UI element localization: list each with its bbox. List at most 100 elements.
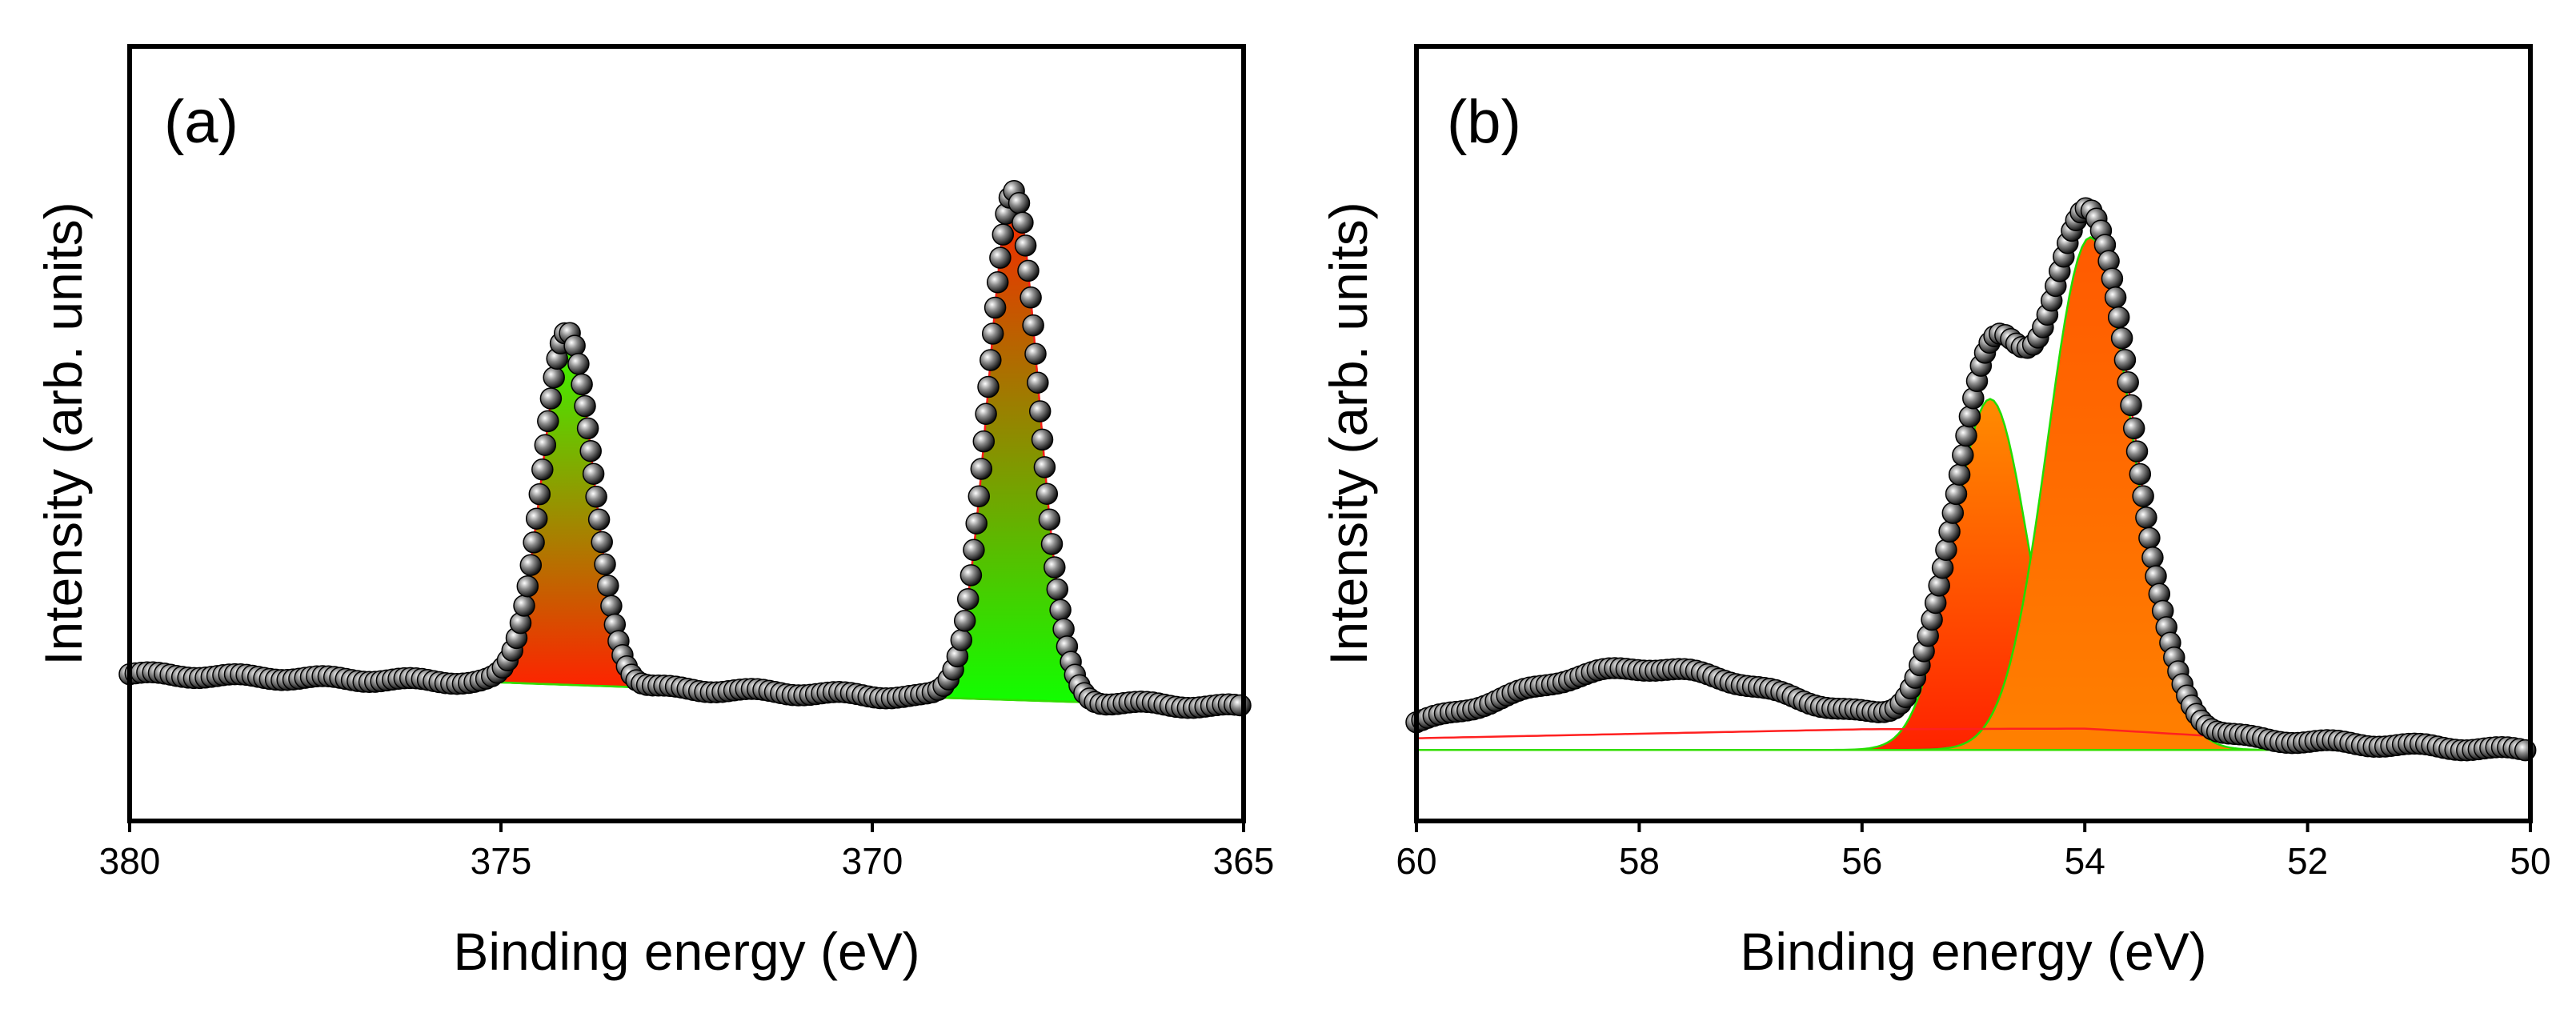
- panel-b-data-point: [1935, 539, 1957, 562]
- panel-a-data-point: [1008, 191, 1031, 214]
- panel-a-data-point: [956, 587, 980, 611]
- panel-a-data-point: [980, 349, 1002, 371]
- panel-b-x-tick-label: 52: [2287, 840, 2328, 882]
- panel-b-x-tick-label: 50: [2510, 840, 2550, 882]
- panel-a-line-layer: [129, 190, 1244, 709]
- panel-b-x-tick-label: 56: [1841, 840, 1882, 882]
- panel-a-data-point: [989, 246, 1012, 269]
- panel-a-data-point: [597, 575, 619, 597]
- panel-a-tick-layer: 380 375 370 365: [99, 821, 1275, 882]
- panel-b-x-axis-title: Binding energy (eV): [1740, 922, 2206, 981]
- panel-a-data-point: [1017, 259, 1040, 282]
- panel-a-data-point: [582, 462, 605, 485]
- panel-a-data-point: [591, 531, 613, 554]
- panel-a-data-point: [1024, 342, 1047, 365]
- panel-a-data-point: [1031, 428, 1054, 451]
- panel-b-data-point: [2120, 394, 2142, 417]
- panel-b-x-tick-label: 58: [1619, 840, 1660, 882]
- panel-a-data-point: [543, 366, 565, 389]
- panel-a-x-tick-label: 380: [99, 840, 161, 882]
- panel-a-data-point: [1229, 694, 1252, 717]
- panel-b-y-axis-title: Intensity (arb. units): [1319, 202, 1378, 666]
- panel-a-data-point: [534, 434, 557, 456]
- panel-b-data-point: [1931, 557, 1954, 579]
- panel-a-x-axis-title: Binding energy (eV): [453, 922, 919, 981]
- panel-b-data-point: [2141, 547, 2164, 569]
- panel-b-data-point: [1955, 424, 1977, 447]
- panel-a-data-point: [1038, 508, 1061, 531]
- panel-a-x-tick-label: 365: [1213, 840, 1275, 882]
- panel-a-x-tick-label: 370: [842, 840, 903, 882]
- panel-a-data-point: [970, 458, 993, 480]
- panel-a-data-point: [531, 458, 554, 481]
- panel-b-data-point: [2132, 485, 2154, 507]
- panel-b-data-point: [1958, 405, 1981, 428]
- panel-a-data-point: [1049, 599, 1072, 622]
- panel-a-data-point: [992, 223, 1015, 246]
- panel-a-data-point: [523, 531, 545, 554]
- panel-b-data-point: [2104, 286, 2127, 309]
- panel-a-y-axis-title: Intensity (arb. units): [34, 202, 93, 666]
- panel-b-tick-layer: 60 58 56 54 52 50: [1396, 821, 2551, 882]
- panel-b-data-point: [1945, 482, 1968, 506]
- panel-a-data-point: [519, 554, 543, 576]
- panel-a-data-point: [981, 322, 1004, 345]
- panel-a-x-tick-label: 375: [471, 840, 532, 882]
- panel-a-data-point: [571, 373, 593, 396]
- panel-a-data-point: [528, 482, 551, 506]
- panel-b-x-tick-label: 54: [2065, 840, 2105, 882]
- panel-b-x-tick-label: 60: [1396, 840, 1436, 882]
- panel-b-data-point: [2113, 349, 2137, 371]
- panel-a-component-peak-2: [900, 189, 1127, 705]
- panel-a-data-point: [1012, 211, 1034, 234]
- panel-a-frame: [127, 44, 1246, 823]
- panel-b-data-point: [1948, 463, 1971, 486]
- panel-a-data-point: [953, 610, 976, 632]
- panel-a-data-point: [574, 394, 596, 418]
- panel-b-data-point: [2145, 565, 2167, 587]
- panel-a-data-point: [525, 507, 548, 530]
- panel-b-data-point: [1938, 520, 1961, 543]
- panel-a-data-point: [1028, 400, 1052, 422]
- panel-b-data-point: [2122, 417, 2145, 440]
- panel-a-data-point: [563, 334, 586, 357]
- panel-a-data-point: [963, 539, 985, 562]
- panel-a-data-point: [585, 486, 607, 508]
- panel-a-data-point: [576, 417, 599, 440]
- panel-a-data-point: [975, 402, 997, 426]
- panel-a-data-point: [950, 629, 973, 651]
- panel-a-data-point: [1036, 482, 1059, 505]
- panel-a-data-point: [1020, 286, 1042, 309]
- panel-b-data-point: [2125, 440, 2149, 462]
- panel-a-component-peak-1: [454, 329, 681, 691]
- panel-a-data-point: [539, 387, 563, 410]
- panel-a-data-point: [587, 508, 611, 531]
- panel-a-marker-layer: [118, 179, 1252, 719]
- panel-a-data-point: [965, 512, 988, 535]
- panel-a-data-point: [1033, 456, 1056, 478]
- panel-a-data-point: [1046, 578, 1069, 601]
- panel-a-data-point: [513, 595, 535, 617]
- panel-a-data-point: [600, 595, 623, 618]
- panel-b-data-point: [1941, 502, 1965, 524]
- panel-b-data-point: [2107, 306, 2130, 329]
- panel-b-frame: [1414, 44, 2533, 823]
- panel-a-data-point: [594, 553, 616, 575]
- panel-b-data-point: [2101, 267, 2124, 290]
- panel-a-data-point: [1044, 556, 1066, 579]
- panel-a-label: (a): [164, 88, 238, 156]
- panel-b-label: (b): [1447, 88, 1521, 156]
- panel-a-data-point: [579, 439, 602, 462]
- panel-a-data-point: [1027, 371, 1049, 394]
- panel-a-data-point: [986, 271, 1009, 294]
- panel-a-data-point: [1040, 533, 1064, 555]
- panel-a-data-point: [1014, 234, 1037, 257]
- panel-a-data-point: [984, 296, 1007, 319]
- panel-b-marker-layer: [1405, 197, 2537, 762]
- panel-b-data-point: [2138, 527, 2161, 550]
- panel-a-data-point: [977, 375, 1000, 398]
- panel-a-data-point: [959, 564, 983, 587]
- panel-b-data-point: [1952, 444, 1974, 466]
- panel-a-envelope-line: [129, 190, 1244, 709]
- panel-a-data-point: [537, 410, 559, 433]
